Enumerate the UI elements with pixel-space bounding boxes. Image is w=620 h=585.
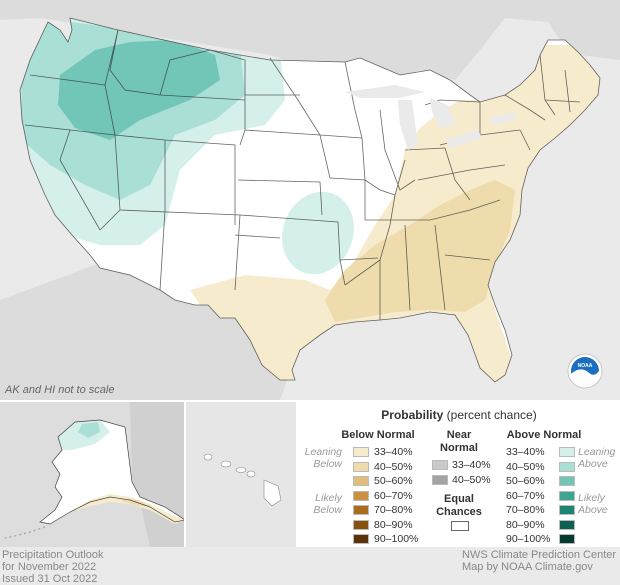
above-normal-bin-label: 33–40% xyxy=(506,446,545,458)
above-normal-bin-swatch xyxy=(559,490,575,501)
above-normal-bin-swatch xyxy=(559,476,575,486)
aleutian-islands xyxy=(4,526,46,539)
panel-divider xyxy=(0,400,620,402)
near-normal-header-line2: Normal xyxy=(440,442,478,454)
footer-left: Precipitation Outlook for November 2022 … xyxy=(2,549,104,585)
above-normal-bin-label: 50–60% xyxy=(506,475,545,487)
leaning-above-note: Leaning Above xyxy=(578,446,616,470)
likely-below-note: Likely Below xyxy=(313,492,342,516)
probability-legend: Probability (percent chance) Below Norma… xyxy=(298,402,620,547)
above-normal-bin-swatch xyxy=(559,519,575,530)
below-normal-bin-swatch xyxy=(353,519,369,530)
contiguous-us-map: NOAA xyxy=(0,0,620,400)
canada-land xyxy=(0,0,620,82)
alaska-below-33-40 xyxy=(70,494,184,524)
above-50-60-region-northwest xyxy=(58,40,220,140)
below-normal-bin-label: 90–100% xyxy=(374,533,419,545)
equal-chances-swatch xyxy=(451,521,469,531)
footer-title: Precipitation Outlook xyxy=(2,549,104,561)
above-normal-bin-swatch xyxy=(559,447,575,457)
below-normal-bin-label: 33–40% xyxy=(374,446,413,458)
noaa-logo: NOAA xyxy=(567,353,603,389)
below-normal-bin-label: 60–70% xyxy=(374,489,413,502)
above-normal-bin-label: 60–70% xyxy=(506,489,545,502)
below-40-50-region-south-east xyxy=(325,180,515,322)
state-boundaries xyxy=(19,17,601,383)
hawaii-islands xyxy=(203,453,282,507)
above-normal-bin-swatch xyxy=(559,534,575,544)
near-normal-bin-label: 40–50% xyxy=(452,473,491,486)
equal-chances-line1: Equal xyxy=(444,493,474,505)
great-lakes xyxy=(345,85,515,150)
likely-above-note: Likely Above xyxy=(578,492,608,516)
below-normal-bin-label: 70–80% xyxy=(374,504,413,516)
below-normal-bin-swatch xyxy=(353,534,369,544)
legend-title: Probability (percent chance) xyxy=(298,408,620,422)
footer-issued: Issued 31 Oct 2022 xyxy=(2,573,98,585)
above-normal-bin-label: 70–80% xyxy=(506,504,545,516)
below-normal-bin-swatch xyxy=(353,505,369,515)
footer-source: NWS Climate Prediction Center xyxy=(462,549,617,561)
near-normal-bin-swatch xyxy=(432,474,448,485)
below-normal-bin-label: 80–90% xyxy=(374,518,413,531)
panel-divider xyxy=(184,402,186,547)
above-normal-bin-label: 80–90% xyxy=(506,518,545,531)
footer-right: NWS Climate Prediction Center Map by NOA… xyxy=(462,549,616,573)
below-33-40-region-south-east xyxy=(190,45,600,382)
below-normal-bin-swatch xyxy=(353,447,369,457)
legend-title-rest: (percent chance) xyxy=(443,408,537,422)
below-normal-bin-label: 50–60% xyxy=(374,475,413,487)
near-normal-bin-swatch xyxy=(432,460,448,470)
alaska-above-40-50 xyxy=(78,422,100,438)
below-normal-bin-swatch xyxy=(353,476,369,486)
above-normal-bin-swatch xyxy=(559,461,575,472)
below-normal-bin-label: 40–50% xyxy=(374,460,413,473)
hawaii-inset-map xyxy=(186,402,296,547)
below-normal-bin-swatch xyxy=(353,490,369,501)
footer-credit: Map by NOAA Climate.gov xyxy=(462,561,593,573)
above-normal-bin-swatch xyxy=(559,505,575,515)
below-normal-header: Below Normal xyxy=(341,429,415,441)
svg-text:NOAA: NOAA xyxy=(578,363,593,369)
above-normal-header: Above Normal xyxy=(506,429,582,441)
above-normal-bin-label: 40–50% xyxy=(506,460,545,473)
panel-divider xyxy=(296,402,298,547)
above-33-40-region-plains xyxy=(282,191,354,275)
scale-note: AK and HI not to scale xyxy=(5,384,115,396)
leaning-below-note: Leaning Below xyxy=(304,446,342,470)
alaska-inset-map xyxy=(0,402,184,547)
above-normal-bin-label: 90–100% xyxy=(506,533,551,545)
below-normal-bin-swatch xyxy=(353,461,369,472)
legend-title-bold: Probability xyxy=(381,408,444,422)
footer-period: for November 2022 xyxy=(2,561,97,573)
near-normal-header-line1: Near xyxy=(446,429,472,441)
equal-chances-line2: Chances xyxy=(436,506,482,518)
near-normal-bin-label: 33–40% xyxy=(452,459,491,471)
